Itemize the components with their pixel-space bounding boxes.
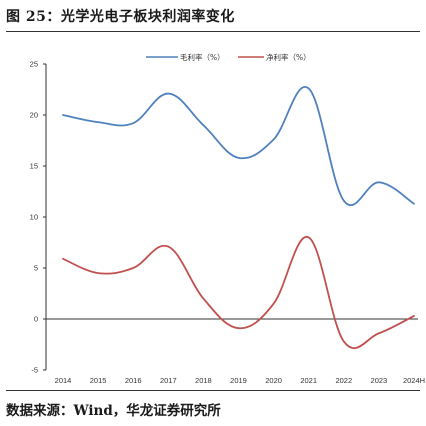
figure-source: 数据来源：Wind，华龙证券研究所 — [6, 403, 221, 419]
chart-axes: -5 0 5 10 15 20 25 2014 2015 2016 2017 2018 2019 2020… — [30, 60, 425, 386]
legend-label: 净利率（%） — [266, 52, 311, 62]
legend-label: 毛利率（%） — [180, 52, 225, 62]
x-tick-label: 2019 — [230, 376, 247, 385]
y-tick-label: 20 — [30, 111, 38, 120]
y-tick-label: 15 — [30, 162, 38, 171]
chart-legend: 毛利率（%） 净利率（%） — [146, 52, 311, 62]
title-rule — [6, 31, 420, 32]
y-tick-label: -5 — [31, 366, 38, 375]
series-line-net-margin — [62, 236, 415, 349]
chart-series — [62, 85, 415, 349]
x-tick-label: 2023 — [371, 376, 388, 385]
x-tick-label: 2024H — [403, 376, 425, 385]
y-tick-label: 25 — [30, 60, 38, 69]
y-tick-label: 10 — [30, 213, 38, 222]
series-line-gross-margin — [62, 85, 415, 206]
y-tick-label: 5 — [34, 264, 38, 273]
y-tick-label: 0 — [34, 315, 38, 324]
x-tick-label: 2016 — [125, 376, 142, 385]
x-tick-label: 2021 — [300, 376, 317, 385]
figure-title: 图 25：光学光电子板块利润率变化 — [6, 9, 235, 25]
x-tick-label: 2017 — [160, 376, 177, 385]
x-tick-label: 2022 — [335, 376, 352, 385]
x-tick-label: 2020 — [265, 376, 282, 385]
x-tick-label: 2015 — [90, 376, 107, 385]
source-rule — [6, 390, 420, 391]
x-tick-label: 2018 — [195, 376, 212, 385]
x-tick-label: 2014 — [55, 376, 72, 385]
